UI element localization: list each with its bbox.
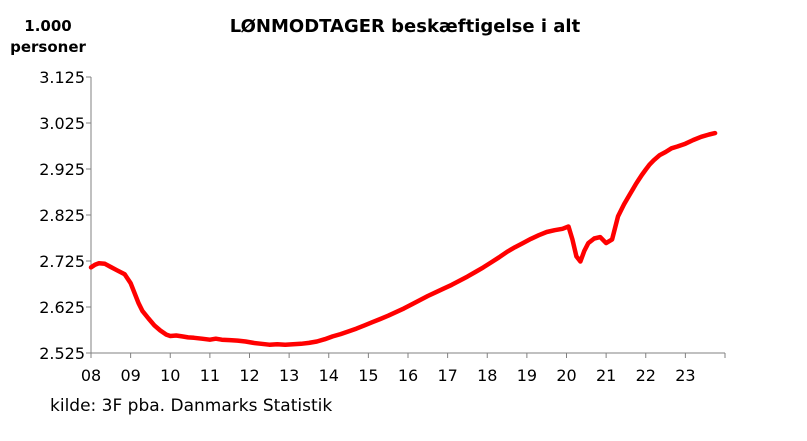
x-tick-label: 18 xyxy=(477,366,497,385)
series-line xyxy=(88,130,718,347)
y-tick-label: 2.525 xyxy=(39,344,85,363)
x-tick-label: 21 xyxy=(596,366,616,385)
y-tick-label: 2.925 xyxy=(39,160,85,179)
x-tick-label: 10 xyxy=(160,366,180,385)
x-tick-label: 09 xyxy=(120,366,140,385)
y-tick-label: 2.825 xyxy=(39,206,85,225)
y-tick-label: 3.025 xyxy=(39,114,85,133)
x-tick-label: 22 xyxy=(636,366,656,385)
x-tick-label: 17 xyxy=(437,366,457,385)
x-tick-label: 12 xyxy=(239,366,259,385)
x-tick-label: 08 xyxy=(81,366,101,385)
x-tick-label: 23 xyxy=(675,366,695,385)
y-tick-label: 3.125 xyxy=(39,68,85,87)
x-tick-label: 15 xyxy=(358,366,378,385)
y-tick-label: 2.725 xyxy=(39,252,85,271)
x-tick-label: 20 xyxy=(556,366,576,385)
x-tick-label: 13 xyxy=(279,366,299,385)
y-axis-unit-line-1: 1.000 xyxy=(24,17,72,35)
x-tick-label: 16 xyxy=(398,366,418,385)
x-tick-label: 19 xyxy=(517,366,537,385)
source-note: kilde: 3F pba. Danmarks Statistik xyxy=(50,396,333,416)
y-tick-label: 2.625 xyxy=(39,298,85,317)
x-tick-label: 11 xyxy=(200,366,220,385)
y-axis-unit-label: 1.000 personer xyxy=(6,16,90,58)
x-tick-label: 14 xyxy=(319,366,339,385)
y-axis-unit-line-2: personer xyxy=(10,38,86,56)
chart-title: LØNMODTAGER beskæftigelse i alt xyxy=(229,16,581,37)
